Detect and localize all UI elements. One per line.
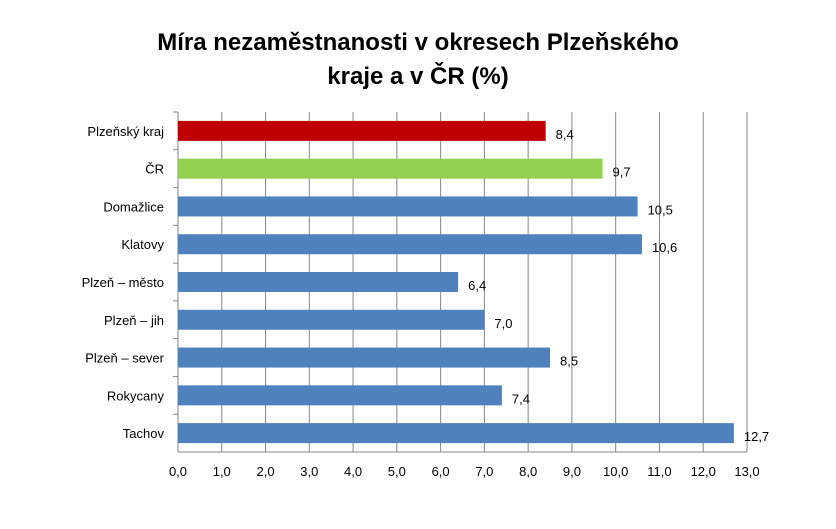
data-label: 12,7	[744, 429, 769, 444]
category-label: Rokycany	[107, 388, 165, 403]
x-tick-label: 9,0	[563, 464, 581, 479]
x-tick-label: 5,0	[388, 464, 406, 479]
category-label: Plzeň – sever	[85, 351, 164, 366]
data-label: 7,0	[494, 316, 512, 331]
category-label: Plzeňský kraj	[87, 124, 164, 139]
bar	[178, 234, 642, 255]
data-label: 8,5	[560, 354, 578, 369]
bar	[178, 423, 734, 444]
data-label: 9,7	[613, 165, 631, 180]
x-tick-label: 11,0	[647, 464, 671, 479]
bar	[178, 158, 603, 179]
bar	[178, 272, 459, 292]
x-tick-label: 7,0	[475, 464, 493, 479]
chart-title-line-2: kraje a v ČR (%)	[327, 63, 509, 90]
x-tick-label: 8,0	[519, 464, 537, 479]
category-label: Domažlice	[103, 199, 164, 214]
chart-title: Míra nezaměstnanosti v okresech Plzeňské…	[0, 26, 836, 94]
x-tick-label: 13,0	[734, 464, 759, 479]
category-label: Tachov	[123, 426, 165, 441]
x-tick-label: 4,0	[344, 464, 362, 479]
data-label: 6,4	[468, 278, 486, 293]
x-tick-label: 1,0	[213, 464, 231, 479]
x-tick-label: 12,0	[691, 464, 716, 479]
bar	[178, 309, 485, 330]
x-tick-label: 6,0	[432, 464, 450, 479]
category-label: ČR	[145, 162, 164, 177]
bar	[178, 347, 551, 368]
chart-title-line-1: Míra nezaměstnanosti v okresech Plzeňské…	[157, 29, 679, 56]
x-tick-label: 10,0	[603, 464, 628, 479]
bar	[178, 120, 546, 141]
x-tick-label: 3,0	[300, 464, 318, 479]
bar	[178, 385, 502, 406]
bar	[178, 196, 638, 217]
data-label: 10,5	[648, 202, 673, 217]
x-tick-label: 0,0	[169, 464, 187, 479]
data-label: 10,6	[652, 240, 677, 255]
data-label: 7,4	[512, 391, 530, 406]
x-tick-label: 2,0	[256, 464, 274, 479]
data-label: 8,4	[556, 127, 574, 142]
category-label: Klatovy	[121, 237, 164, 252]
category-label: Plzeň – město	[82, 275, 164, 290]
category-label: Plzeň – jih	[104, 313, 164, 328]
